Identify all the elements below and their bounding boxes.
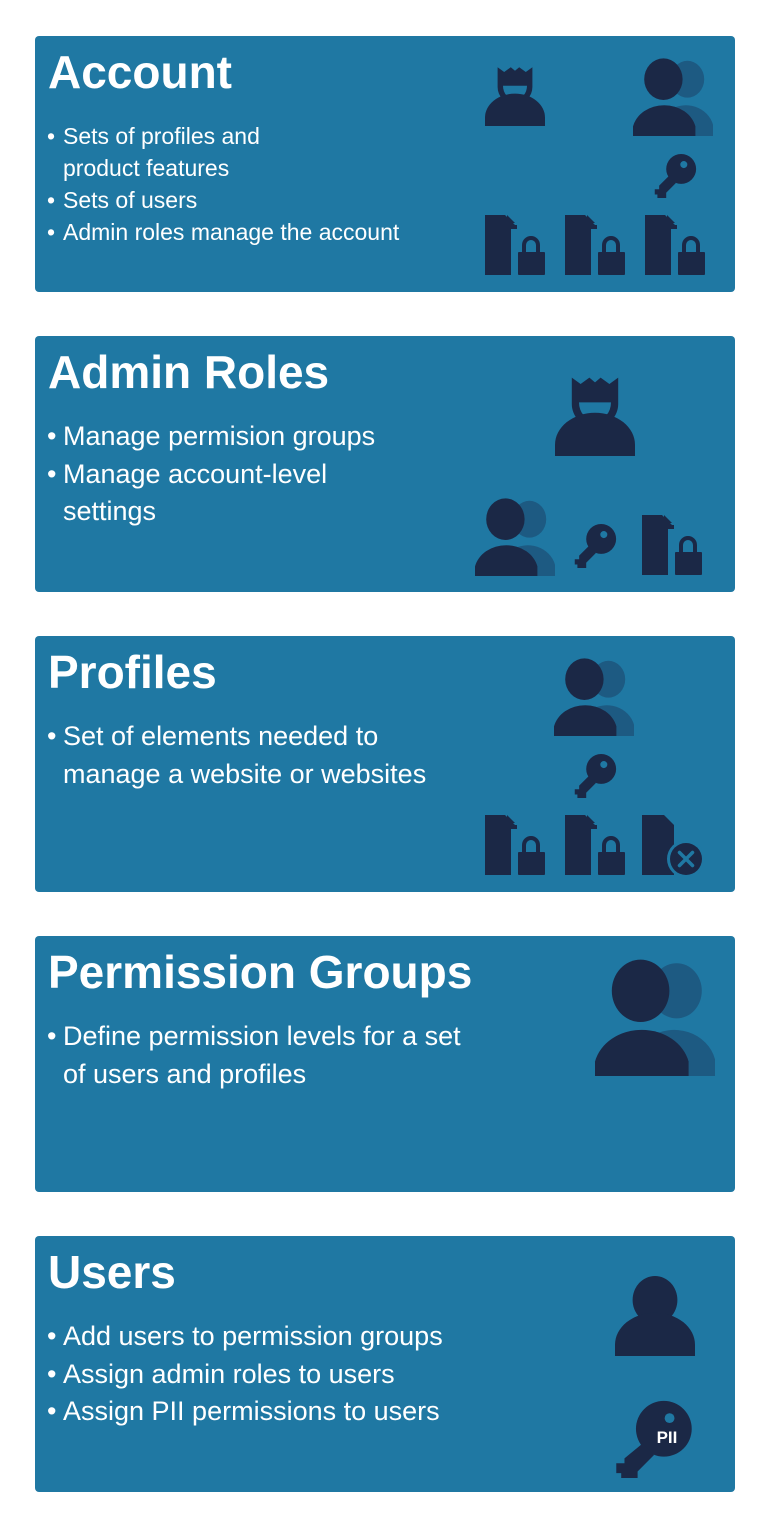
bullet-item: Sets of users (47, 184, 399, 216)
card-title: Permission Groups (48, 946, 473, 998)
bullet-item: Define permission levels for a set of us… (47, 1018, 483, 1093)
key-icon (654, 154, 697, 198)
bullet-list: Define permission levels for a set of us… (47, 1018, 483, 1093)
locked-document-icon (485, 815, 545, 875)
bullet-item: Admin roles manage the account (47, 216, 399, 248)
icon-layer (485, 58, 713, 275)
person-icon (615, 1276, 695, 1356)
pii-label: PII (657, 1428, 678, 1447)
card-title: Users (48, 1246, 176, 1298)
bullet-list: Manage permision groups Manage account-l… (47, 418, 383, 531)
locked-document-icon (565, 215, 625, 275)
icon-layer (595, 959, 715, 1076)
icon-layer (475, 377, 702, 576)
locked-document-icon (565, 815, 625, 875)
card-title: Account (48, 46, 232, 98)
key-icon (574, 754, 617, 798)
locked-document-icon (642, 515, 702, 575)
denied-document-icon (642, 815, 702, 875)
admin-person-icon (485, 67, 545, 126)
account-card: Account Sets of profiles and product fea… (35, 36, 735, 292)
card-title: Profiles (48, 646, 217, 698)
users-group-icon (475, 498, 555, 576)
bullet-item: Manage account-level settings (47, 456, 383, 531)
pii-key-icon (616, 1400, 692, 1478)
bullet-item: Assign PII permissions to users (47, 1393, 443, 1431)
admin-person-icon (555, 377, 635, 456)
bullet-item: Set of elements needed to manage a websi… (47, 718, 433, 793)
users-card: Users Add users to permission groups Ass… (35, 1236, 735, 1492)
bullet-item: Assign admin roles to users (47, 1356, 443, 1394)
users-group-icon (595, 959, 715, 1076)
card-title: Admin Roles (48, 346, 330, 398)
bullet-item: Add users to permission groups (47, 1318, 443, 1356)
bullet-list: Set of elements needed to manage a websi… (47, 718, 433, 793)
locked-document-icon (645, 215, 705, 275)
users-group-icon (633, 58, 713, 136)
locked-document-icon (485, 215, 545, 275)
permission-groups-card: Permission Groups Define permission leve… (35, 936, 735, 1192)
key-icon (574, 524, 617, 568)
users-group-icon (554, 658, 634, 736)
bullet-list: Add users to permission groups Assign ad… (47, 1318, 443, 1431)
bullet-item: Sets of profiles and product features (47, 120, 313, 184)
admin-roles-card: Admin Roles Manage permision groups Mana… (35, 336, 735, 592)
bullet-item: Manage permision groups (47, 418, 383, 456)
bullet-list: Sets of profiles and product features Se… (47, 120, 399, 248)
icon-layer: PII (615, 1276, 695, 1478)
icon-layer (485, 658, 702, 875)
profiles-card: Profiles Set of elements needed to manag… (35, 636, 735, 892)
